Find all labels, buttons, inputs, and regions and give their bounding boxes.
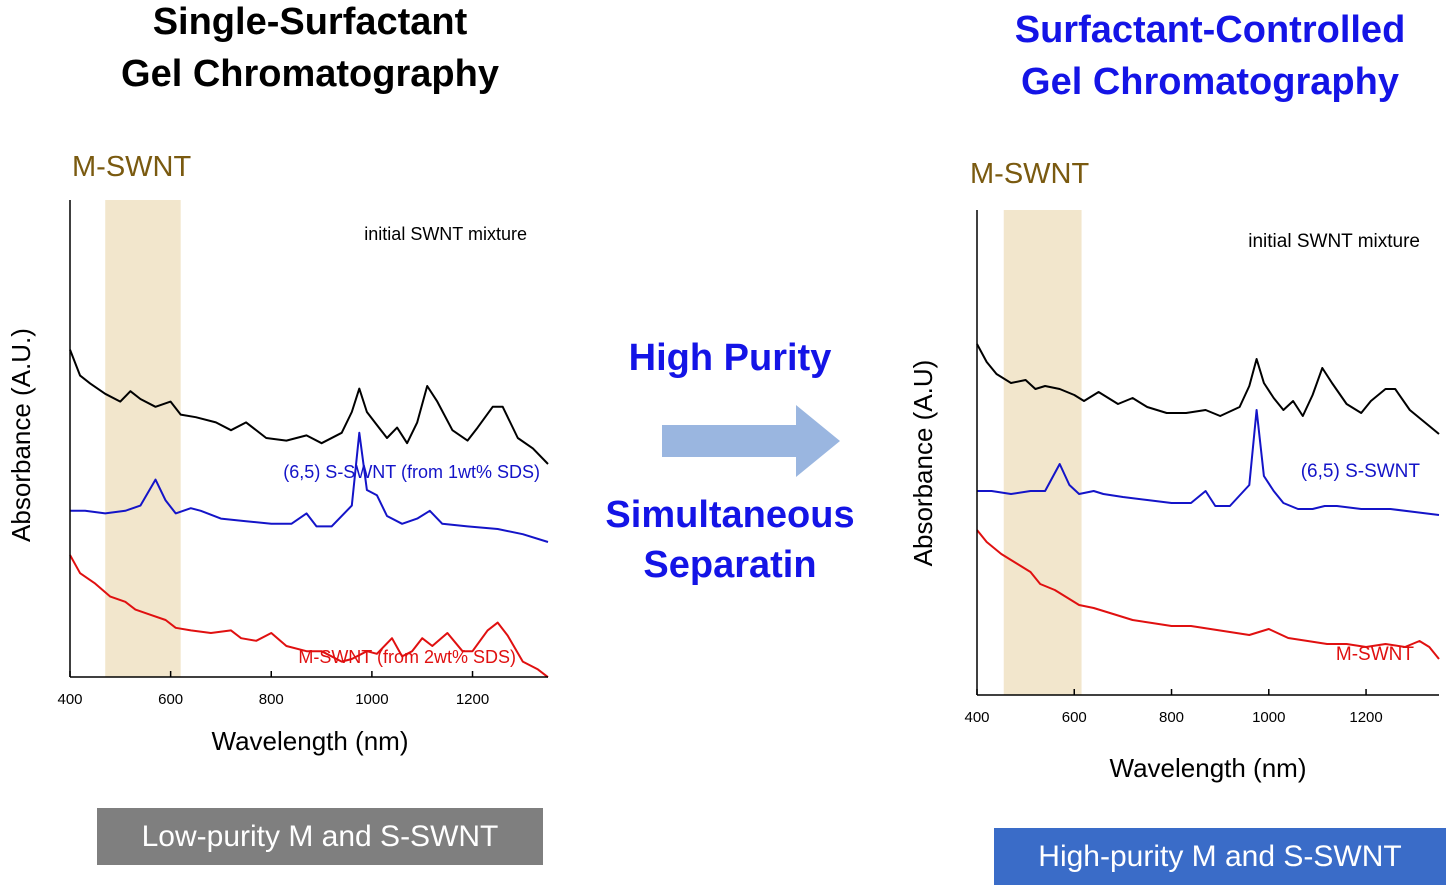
series-line-0	[69, 349, 549, 465]
series-line-0	[976, 343, 1440, 435]
highlight-band	[1003, 210, 1082, 695]
right-title-line2: Gel Chromatography	[1021, 61, 1399, 103]
x-tick-label-800: 800	[1159, 709, 1184, 726]
series-label-s-swnt: (6,5) S-SWNT	[1301, 461, 1421, 482]
series-line-1	[70, 431, 549, 543]
x-tick-label-1000: 1000	[355, 691, 388, 708]
x-axis-title: Wavelength (nm)	[212, 726, 409, 756]
series-line-2	[976, 529, 1440, 660]
x-tick-label-1000: 1000	[1252, 709, 1285, 726]
y-axis-title: Absorbance (A.U.)	[6, 328, 36, 542]
series-label-s-swnt: (6,5) S-SWNT (from 1wt% SDS)	[283, 462, 540, 482]
y-axis-title: Absorbance (A.U)	[908, 360, 938, 567]
x-tick-label-400: 400	[964, 709, 989, 726]
series-label-m-swnt: M-SWNT	[1336, 644, 1414, 665]
series-label-m-swnt: M-SWNT (from 2wt% SDS)	[298, 647, 516, 667]
series-line-1	[977, 409, 1440, 516]
x-tick-label-1200: 1200	[456, 691, 489, 708]
right-arrow-icon	[662, 405, 842, 477]
right-title-line1: Surfactant-Controlled	[1014, 9, 1406, 51]
left-title: Single-Surfactant Gel Chromatography	[60, 0, 560, 100]
separatin-label: Separatin	[643, 544, 817, 586]
x-axis-title: Wavelength (nm)	[1110, 753, 1307, 783]
low-purity-badge: Low-purity M and S-SWNT	[97, 808, 543, 865]
x-tick-label-1200: 1200	[1349, 709, 1382, 726]
left-title-line2: Gel Chromatography	[121, 53, 499, 95]
series-label-initial: initial SWNT mixture	[364, 224, 527, 244]
left-title-line1: Single-Surfactant	[152, 1, 468, 43]
m-swnt-region-label: M-SWNT	[970, 158, 1089, 190]
x-tick-label-800: 800	[259, 691, 284, 708]
m-swnt-region-label: M-SWNT	[72, 151, 191, 183]
x-tick-label-600: 600	[158, 691, 183, 708]
left-absorbance-chart: 400 600 800 1000 1200 M-SWNT Wavelength (nm)…	[6, 151, 549, 756]
simultaneous-separation-label: Simultaneous Separatin	[560, 490, 900, 590]
simultaneous-label: Simultaneous	[605, 494, 855, 536]
series-label-initial: initial SWNT mixture	[1248, 231, 1420, 252]
x-tick-label-400: 400	[57, 691, 82, 708]
right-absorbance-chart: 400 600 800 1000 1200 M-SWNT Wavelength (nm)…	[908, 158, 1440, 783]
highlight-band	[105, 200, 181, 677]
x-tick-label-600: 600	[1062, 709, 1087, 726]
series-line-2	[69, 554, 549, 678]
high-purity-label: High Purity	[628, 337, 832, 379]
high-purity-badge: High-purity M and S-SWNT	[994, 828, 1446, 885]
right-title: Surfactant-Controlled Gel Chromatography	[980, 4, 1440, 108]
